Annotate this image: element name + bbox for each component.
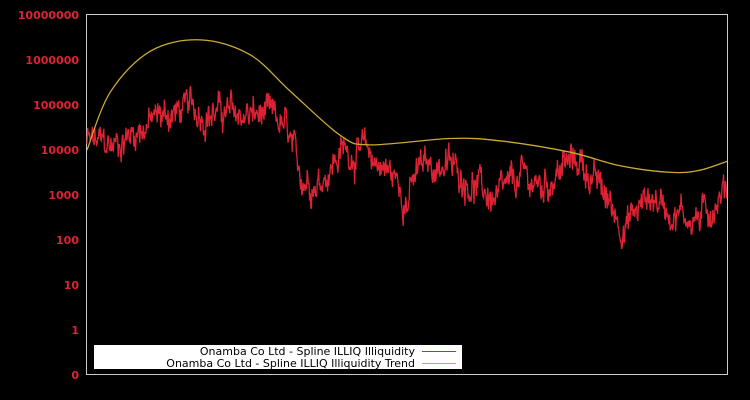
series-layer — [86, 39, 728, 250]
y-tick-label: 10000000 — [18, 9, 80, 22]
plot-frame — [86, 14, 728, 375]
legend: Onamba Co Ltd - Spline ILLIQ Illiquidity… — [94, 345, 462, 370]
y-tick-label: 1000000 — [25, 54, 79, 67]
legend-box — [94, 345, 462, 369]
y-tick-label: 100 — [56, 234, 79, 247]
illiquidity-trend-line — [86, 39, 728, 174]
y-tick-label: 10000 — [41, 144, 80, 157]
legend-label-series: Onamba Co Ltd - Spline ILLIQ Illiquidity — [200, 345, 416, 358]
y-tick-label: 1000 — [48, 189, 79, 202]
y-tick-label: 10 — [64, 279, 80, 292]
illiquidity-series-line — [86, 85, 728, 250]
y-tick-label: 0 — [71, 369, 79, 382]
legend-label-trend: Onamba Co Ltd - Spline ILLIQ Illiquidity… — [166, 357, 415, 370]
y-tick-label: 1 — [71, 324, 79, 337]
y-tick-label: 100000 — [33, 99, 79, 112]
